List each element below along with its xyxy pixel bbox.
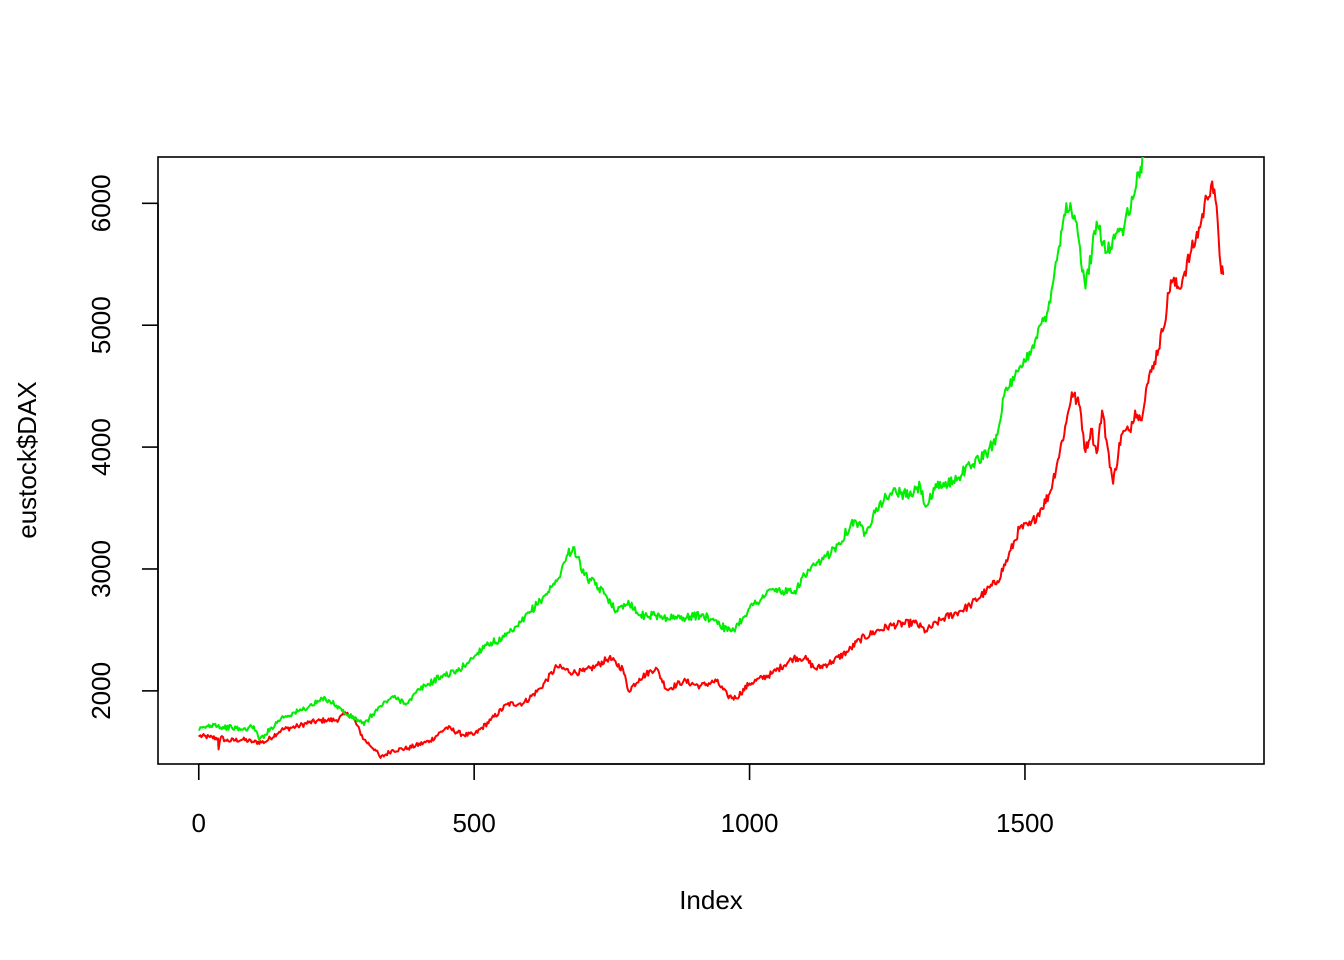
- plot-frame: [157, 156, 1265, 765]
- x-tick-label: 500: [452, 808, 495, 838]
- y-tick-label: 4000: [86, 418, 116, 476]
- x-tick-label: 0: [192, 808, 206, 838]
- x-axis-title: Index: [679, 885, 743, 915]
- series-line-green: [198, 157, 1145, 741]
- y-tick-label: 6000: [86, 174, 116, 232]
- y-axis: 2000 3000 4000 5000 6000: [86, 174, 159, 720]
- x-axis: 0 500 1000 1500: [192, 763, 1054, 838]
- series-layer: [198, 157, 1225, 759]
- x-tick-label: 1000: [721, 808, 779, 838]
- y-tick-label: 5000: [86, 296, 116, 354]
- y-tick-label: 3000: [86, 540, 116, 598]
- y-tick-label: 2000: [86, 662, 116, 720]
- x-tick-label: 1500: [996, 808, 1054, 838]
- series-line-red: [198, 180, 1225, 759]
- y-axis-title: eustock$DAX: [12, 381, 42, 539]
